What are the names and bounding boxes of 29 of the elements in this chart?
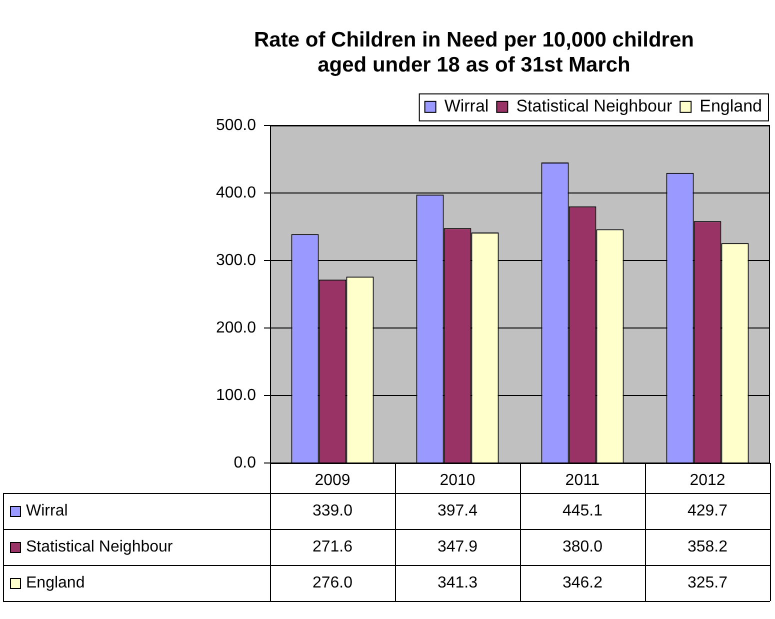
x-tick-label: 2010 (440, 472, 476, 490)
data-label: 380.0 (562, 538, 603, 556)
data-label: 341.3 (437, 574, 478, 592)
y-tick-label: 100.0 (216, 386, 256, 404)
data-label: 429.7 (687, 502, 728, 520)
data-label: 339.0 (312, 502, 353, 520)
data-label: 347.9 (437, 538, 478, 556)
text: England (26, 574, 85, 592)
data-label: 346.2 (562, 574, 603, 592)
legend-label: England (700, 96, 762, 116)
chart-title: Rate of Children in Need per 10,000 children aged under 18 as of 31st March (254, 28, 694, 77)
data-label: 445.1 (562, 502, 603, 520)
data-label: 271.6 (312, 538, 353, 556)
y-tick-label: 0.0 (234, 454, 256, 472)
x-tick-label: 2012 (690, 472, 726, 490)
legend-label: Wirral (444, 96, 489, 116)
data-label: 358.2 (687, 538, 728, 556)
data-label: 276.0 (312, 574, 353, 592)
x-tick-label: 2009 (314, 472, 350, 490)
legend-label: Statistical Neighbour (516, 96, 672, 116)
y-tick-label: 200.0 (216, 319, 256, 336)
y-tick-label: 300.0 (216, 252, 256, 269)
x-tick-label: 2011 (565, 472, 600, 490)
y-tick-label: 400.0 (216, 184, 256, 202)
text: Statistical Neighbour (26, 538, 173, 556)
y-tick-label: 500.0 (216, 116, 256, 134)
data-label: 325.7 (687, 574, 728, 592)
text: Wirral (26, 502, 68, 520)
data-label: 397.4 (437, 502, 478, 520)
